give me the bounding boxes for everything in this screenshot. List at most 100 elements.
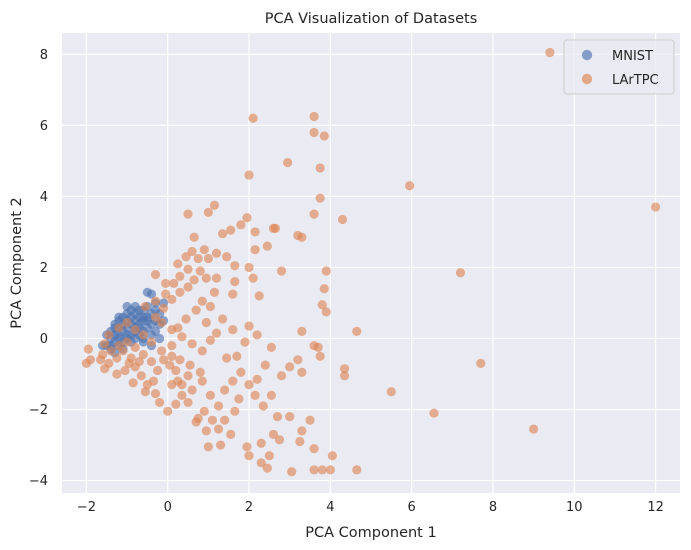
lartpc-point — [244, 380, 254, 390]
lartpc-point — [148, 376, 159, 386]
lartpc-point — [276, 266, 287, 276]
lartpc-point — [175, 287, 185, 297]
lartpc-point — [195, 367, 205, 377]
lartpc-point — [270, 223, 281, 233]
lartpc-point — [242, 442, 252, 452]
lartpc-point — [213, 424, 224, 434]
lartpc-point — [197, 346, 207, 356]
lartpc-point — [285, 412, 295, 422]
lartpc-point — [146, 356, 157, 367]
lartpc-point — [262, 463, 272, 473]
lartpc-point — [262, 241, 272, 251]
lartpc-point — [177, 332, 187, 342]
lartpc-point — [199, 245, 209, 255]
lartpc-point — [405, 181, 415, 191]
legend-marker-mnist — [581, 49, 593, 61]
lartpc-point — [319, 284, 329, 294]
lartpc-point — [309, 111, 319, 122]
lartpc-point — [201, 317, 211, 328]
lartpc-point — [161, 289, 171, 299]
lartpc-point — [339, 364, 350, 374]
lartpc-points — [81, 47, 661, 477]
y-tick-label: −4 — [29, 474, 48, 489]
lartpc-point — [226, 225, 236, 235]
x-tick-label: 0 — [164, 500, 172, 515]
lartpc-point — [211, 328, 222, 338]
lartpc-point — [321, 307, 331, 317]
lartpc-point — [201, 273, 211, 283]
lartpc-point — [297, 367, 307, 377]
lartpc-point — [256, 438, 266, 448]
lartpc-point — [315, 193, 325, 203]
lartpc-point — [183, 397, 193, 408]
plot-background — [62, 33, 680, 493]
lartpc-point — [476, 358, 486, 368]
lartpc-point — [201, 426, 211, 436]
lartpc-point — [228, 325, 238, 335]
lartpc-point — [213, 401, 224, 411]
x-tick-label: 6 — [408, 500, 416, 515]
lartpc-point — [187, 339, 197, 349]
lartpc-point — [220, 385, 230, 395]
lartpc-point — [150, 269, 161, 280]
x-tick-label: 4 — [326, 500, 334, 515]
lartpc-point — [297, 326, 307, 336]
lartpc-point — [211, 273, 222, 283]
lartpc-point — [230, 406, 240, 416]
lartpc-point — [309, 127, 319, 138]
lartpc-point — [254, 291, 264, 301]
y-tick-label: 2 — [40, 261, 48, 276]
lartpc-point — [276, 371, 287, 381]
lartpc-point — [250, 245, 260, 255]
lartpc-point — [205, 390, 216, 400]
lartpc-point — [171, 399, 181, 409]
lartpc-point — [211, 248, 222, 258]
lartpc-point — [187, 246, 197, 257]
lartpc-point — [228, 376, 238, 386]
y-axis-title: PCA Component 2 — [9, 197, 25, 328]
lartpc-point — [203, 442, 213, 452]
lartpc-point — [352, 465, 362, 475]
lartpc-point — [317, 465, 327, 475]
lartpc-point — [352, 326, 362, 336]
lartpc-point — [163, 406, 173, 416]
lartpc-point — [297, 426, 307, 436]
lartpc-point — [112, 353, 122, 363]
lartpc-point — [183, 264, 193, 274]
lartpc-point — [185, 360, 195, 370]
legend: MNIST LArTPC — [563, 39, 675, 95]
lartpc-point — [205, 301, 216, 312]
lartpc-point — [529, 424, 539, 434]
lartpc-point — [134, 356, 144, 367]
lartpc-point — [159, 355, 169, 365]
lartpc-point — [161, 278, 171, 289]
lartpc-point — [189, 232, 199, 242]
mnist-point — [122, 301, 132, 312]
lartpc-point — [250, 390, 260, 400]
lartpc-point — [226, 429, 236, 439]
legend-label-lartpc: LArTPC — [612, 73, 659, 88]
lartpc-point — [100, 364, 110, 374]
lartpc-point — [244, 170, 254, 180]
lartpc-point — [140, 387, 150, 397]
lartpc-point — [171, 365, 181, 376]
chart-title: PCA Visualization of Datasets — [265, 11, 478, 27]
x-tick-label: 10 — [566, 500, 583, 515]
lartpc-point — [386, 387, 396, 397]
lartpc-point — [230, 261, 240, 271]
mnist-point — [138, 312, 148, 322]
lartpc-point — [209, 200, 220, 210]
lartpc-point — [242, 213, 252, 223]
lartpc-point — [187, 385, 197, 395]
lartpc-point — [222, 353, 232, 363]
lartpc-point — [252, 374, 262, 384]
lartpc-point — [264, 451, 274, 461]
lartpc-point — [305, 415, 315, 425]
lartpc-point — [209, 287, 220, 297]
lartpc-point — [248, 113, 258, 123]
grid-lines — [62, 33, 680, 493]
mnist-point — [154, 333, 165, 344]
lartpc-point — [100, 339, 110, 349]
lartpc-point — [122, 337, 132, 347]
mnist-point — [122, 330, 132, 340]
